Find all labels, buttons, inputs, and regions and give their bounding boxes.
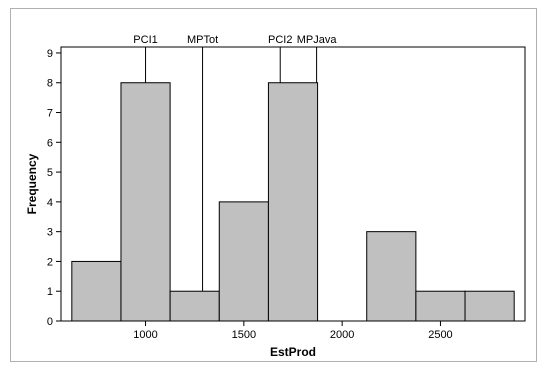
histogram-bar <box>120 82 171 322</box>
y-tick-label: 2 <box>47 256 53 268</box>
histogram-bar <box>267 82 319 322</box>
histogram-bar <box>218 201 269 322</box>
reference-line-label: PCI2 <box>268 34 292 46</box>
histogram-bar <box>71 260 122 322</box>
histogram-bar <box>464 290 515 322</box>
y-axis: 0 1 2 3 4 5 6 7 8 9 <box>47 48 61 328</box>
x-axis: 1000 1500 2000 2500 <box>133 321 453 341</box>
reference-lines-group: PCI1 MPTot PCI2 MPJava <box>133 34 338 292</box>
x-tick-label: 1000 <box>133 329 157 341</box>
histogram-bar <box>415 290 466 322</box>
x-tick-label: 2500 <box>428 329 452 341</box>
reference-line-label: PCI1 <box>133 34 157 46</box>
x-tick-label: 2000 <box>330 329 354 341</box>
y-tick-label: 1 <box>47 286 53 298</box>
y-tick-label: 3 <box>47 227 53 239</box>
y-tick-label: 6 <box>47 137 53 149</box>
reference-line-label: MPJava <box>297 34 338 46</box>
plot-area-border <box>60 46 526 322</box>
x-axis-title: EstProd <box>270 345 316 359</box>
reference-line-label: MPTot <box>187 34 218 46</box>
y-axis-title: Frequency <box>25 153 39 214</box>
bars-group <box>71 82 515 322</box>
y-tick-label: 7 <box>47 108 53 120</box>
y-tick-label: 5 <box>47 167 53 179</box>
y-tick-label: 9 <box>47 48 53 60</box>
histogram-bar <box>169 290 220 322</box>
histogram-bar <box>366 231 417 322</box>
x-tick-label: 1500 <box>232 329 256 341</box>
y-tick-label: 4 <box>47 197 53 209</box>
y-tick-label: 0 <box>47 316 53 328</box>
y-tick-label: 8 <box>47 78 53 90</box>
